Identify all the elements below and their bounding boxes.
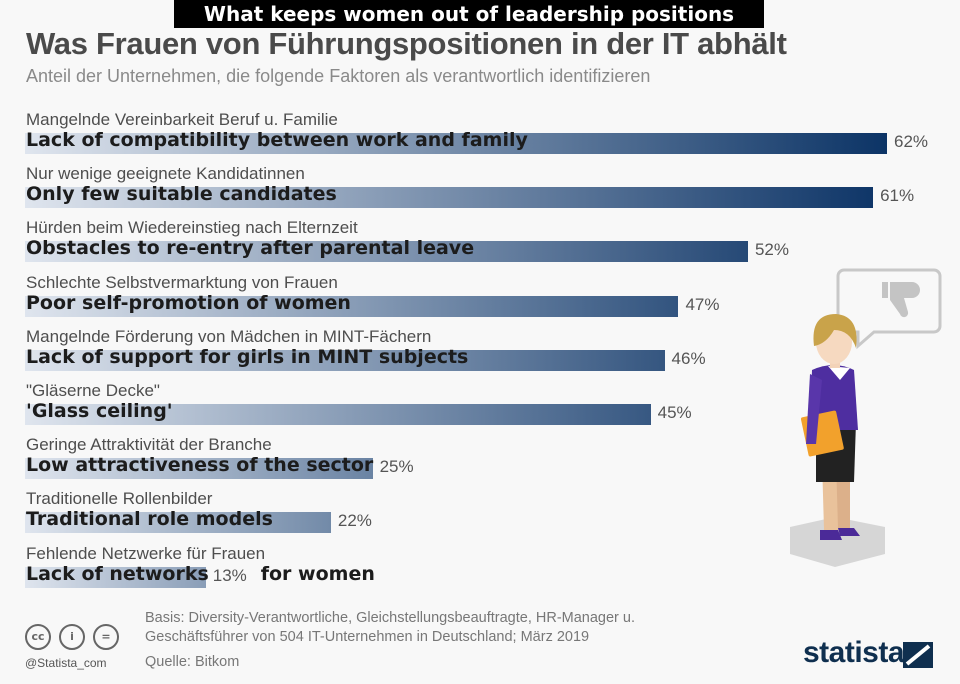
bar-row: Nur wenige geeignete Kandidatinnen Only f… bbox=[0, 164, 960, 218]
category-label-de: Fehlende Netzwerke für Frauen bbox=[26, 543, 266, 563]
category-label-en: Lack of networks bbox=[26, 562, 209, 585]
category-label-de: Hürden beim Wiedereinstieg nach Elternze… bbox=[26, 218, 358, 238]
bar bbox=[25, 133, 887, 154]
statista-logo-mark-icon bbox=[903, 642, 933, 668]
overlay-title: What keeps women out of leadership posit… bbox=[174, 0, 764, 28]
bar-row: Hürden beim Wiedereinstieg nach Elternze… bbox=[0, 218, 960, 272]
value-label: 45% bbox=[657, 403, 692, 422]
value-label: 13% bbox=[212, 565, 247, 585]
bar bbox=[25, 566, 206, 588]
category-label-de: Mangelnde Förderung von Mädchen in MINT-… bbox=[26, 326, 432, 346]
category-label-en: Low attractiveness of the sector bbox=[26, 454, 374, 477]
value-label: 61% bbox=[880, 186, 915, 206]
category-label-en-suffix: for women bbox=[260, 562, 375, 585]
basis-note-line2: Geschäftsführer von 504 IT-Unternehmen i… bbox=[145, 629, 590, 645]
value-label: 62% bbox=[894, 132, 929, 151]
category-label-de: Geringe Attraktivität der Branche bbox=[26, 435, 272, 455]
bar-row: Fehlende Netzwerke für Frauen Lack of net… bbox=[0, 544, 960, 598]
category-label-de: Mangelnde Vereinbarkeit Beruf u. Familie bbox=[26, 110, 338, 129]
bar bbox=[25, 512, 331, 534]
chart-subtitle: Anteil der Unternehmen, die folgende Fak… bbox=[26, 66, 651, 86]
woman-illustration bbox=[790, 268, 942, 567]
chart-title: Was Frauen von Führungspositionen in der… bbox=[26, 26, 787, 61]
category-label-en: Only few suitable candidates bbox=[26, 183, 337, 206]
category-label-en: Lack of compatibility between work and f… bbox=[26, 129, 528, 151]
bar bbox=[25, 458, 373, 480]
value-label: 52% bbox=[754, 240, 789, 260]
basis-note-line1: Basis: Diversity-Verantwortliche, Gleich… bbox=[145, 610, 635, 626]
bar-row: "Gläserne Decke" 'Glass ceiling' 45% bbox=[0, 381, 960, 435]
value-label: 22% bbox=[337, 511, 372, 531]
attribution-icon[interactable]: i bbox=[59, 624, 85, 650]
thumbs-down-speech-bubble-icon bbox=[836, 268, 942, 350]
bar bbox=[25, 241, 748, 263]
category-label-de: Nur wenige geeignete Kandidatinnen bbox=[26, 164, 305, 184]
bar bbox=[25, 295, 679, 317]
bar-row: Mangelnde Förderung von Mädchen in MINT-… bbox=[0, 327, 960, 381]
bar-row: Mangelnde Vereinbarkeit Beruf u. Familie… bbox=[0, 110, 960, 164]
bar-row: Traditionelle Rollenbilder Traditional ro… bbox=[0, 489, 960, 543]
category-label-de: Traditionelle Rollenbilder bbox=[26, 489, 213, 509]
category-label-en: 'Glass ceiling' bbox=[26, 400, 173, 422]
bar-row: Geringe Attraktivität der Branche Low att… bbox=[0, 435, 960, 489]
category-label-de: Schlechte Selbstvermarktung von Frauen bbox=[26, 272, 338, 292]
bar bbox=[25, 404, 651, 425]
source-note: Quelle: Bitkom bbox=[145, 654, 240, 670]
category-label-en: Poor self-promotion of women bbox=[26, 291, 351, 314]
value-label: 47% bbox=[685, 294, 720, 314]
category-label-de: "Gläserne Decke" bbox=[26, 381, 160, 400]
creative-commons-icon[interactable]: cc bbox=[25, 624, 51, 650]
category-label-en: Lack of support for girls in MINT subjec… bbox=[26, 345, 469, 368]
bar-row: Schlechte Selbstvermarktung von Frauen Po… bbox=[0, 273, 960, 327]
bar bbox=[25, 349, 665, 371]
category-label-en: Traditional role models bbox=[26, 508, 273, 531]
no-derivatives-icon[interactable]: = bbox=[93, 624, 119, 650]
category-label-en: Obstacles to re-entry after parental lea… bbox=[26, 237, 475, 260]
value-label: 25% bbox=[379, 457, 414, 477]
statista-handle[interactable]: @Statista_com bbox=[25, 656, 107, 670]
statista-logo[interactable]: statista bbox=[803, 636, 905, 669]
value-label: 46% bbox=[671, 348, 706, 368]
bar bbox=[25, 187, 874, 209]
